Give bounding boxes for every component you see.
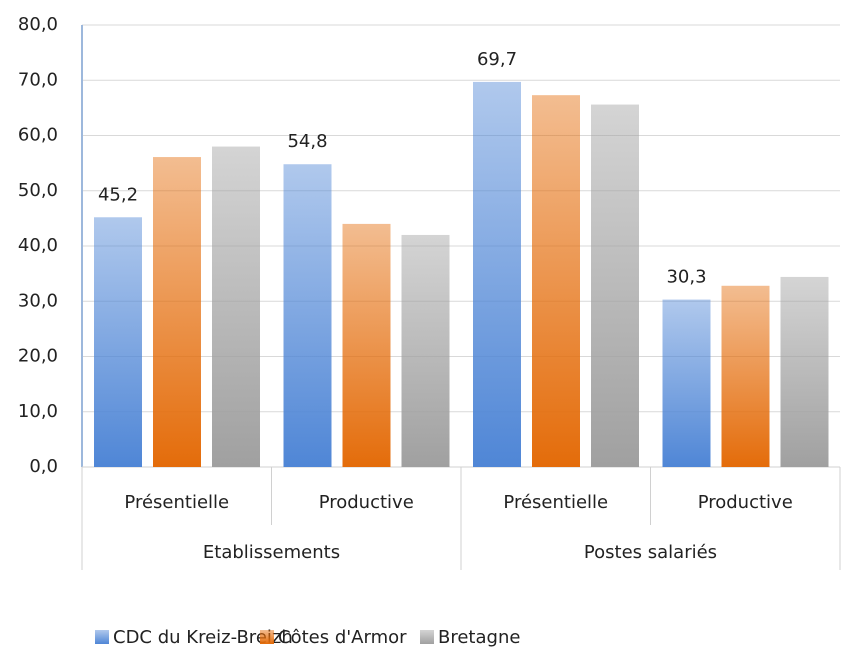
- x-tick-label: Présentielle: [503, 492, 608, 513]
- x-tick-label: Productive: [319, 492, 414, 513]
- y-tick-label: 20,0: [18, 346, 58, 367]
- data-label: 30,3: [666, 267, 706, 288]
- legend-label: Côtes d'Armor: [278, 627, 407, 648]
- legend-swatch: [260, 630, 274, 644]
- bar: [342, 223, 391, 467]
- y-tick-label: 80,0: [18, 14, 58, 35]
- group-label: Postes salariés: [584, 542, 717, 563]
- bar: [283, 164, 332, 468]
- bar: [780, 276, 829, 467]
- data-label: 45,2: [98, 184, 138, 205]
- legend-swatch: [420, 630, 434, 644]
- data-label: 54,8: [287, 131, 327, 152]
- bar: [153, 157, 201, 468]
- y-tick-label: 50,0: [18, 180, 58, 201]
- group-label: Etablissements: [203, 542, 340, 563]
- data-label: 69,7: [477, 49, 517, 70]
- bar: [532, 95, 580, 467]
- legend-label: Bretagne: [438, 627, 520, 648]
- bar: [94, 217, 142, 467]
- y-tick-label: 10,0: [18, 401, 58, 422]
- bar: [473, 81, 521, 467]
- legend-label: CDC du Kreiz-Breizh: [113, 627, 293, 648]
- y-tick-label: 40,0: [18, 235, 58, 256]
- x-tick-label: Présentielle: [124, 492, 229, 513]
- legend-swatch: [95, 630, 109, 644]
- x-tick-label: Productive: [698, 492, 793, 513]
- y-tick-label: 70,0: [18, 69, 58, 90]
- y-tick-label: 60,0: [18, 125, 58, 146]
- bar: [212, 146, 260, 468]
- y-tick-label: 0,0: [29, 456, 58, 477]
- bar: [591, 104, 639, 467]
- bar: [721, 285, 770, 467]
- bar: [401, 234, 450, 467]
- y-tick-label: 30,0: [18, 290, 58, 311]
- bar: [662, 299, 711, 467]
